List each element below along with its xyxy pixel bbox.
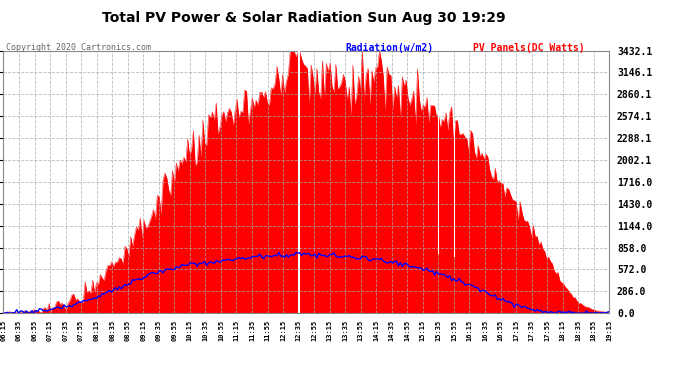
- Text: Total PV Power & Solar Radiation Sun Aug 30 19:29: Total PV Power & Solar Radiation Sun Aug…: [102, 11, 505, 25]
- Text: Copyright 2020 Cartronics.com: Copyright 2020 Cartronics.com: [6, 43, 150, 52]
- Text: Radiation(w/m2): Radiation(w/m2): [345, 43, 433, 53]
- Text: PV Panels(DC Watts): PV Panels(DC Watts): [473, 43, 584, 53]
